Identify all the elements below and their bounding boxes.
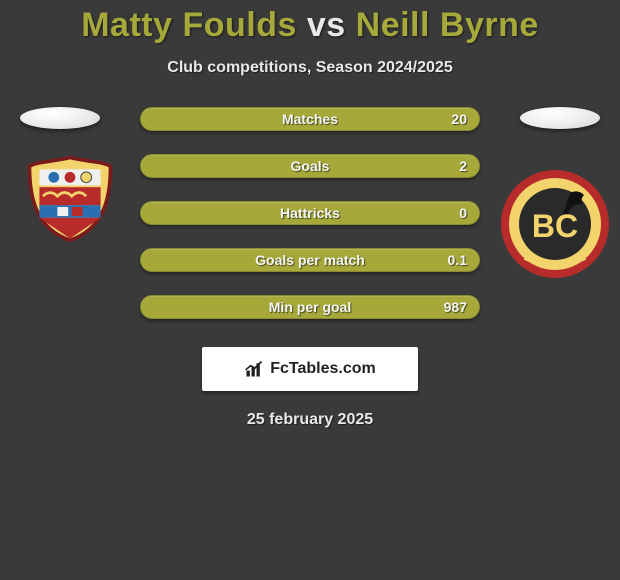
subtitle: Club competitions, Season 2024/2025 (0, 59, 620, 77)
date-text: 25 february 2025 (0, 411, 620, 429)
stat-label: Min per goal (269, 299, 351, 315)
stat-bars: Matches 20 Goals 2 Hattricks 0 Goals per… (140, 107, 480, 319)
badge-icon: BC (500, 169, 610, 279)
chart-icon (244, 359, 264, 379)
stat-label: Hattricks (280, 205, 340, 221)
stat-value: 987 (444, 299, 467, 315)
stat-value: 0.1 (448, 252, 467, 268)
shield-icon (20, 153, 120, 243)
stat-label: Goals (291, 158, 330, 174)
page-title: Matty Foulds vs Neill Byrne (0, 6, 620, 45)
stat-bar-matches: Matches 20 (140, 107, 480, 131)
brand-text: FcTables.com (270, 360, 376, 378)
club-crest-right: BC (500, 169, 610, 279)
stat-value: 0 (459, 205, 467, 221)
player1-name: Matty Foulds (81, 6, 297, 44)
photo-placeholder-right (520, 107, 600, 129)
photo-placeholder-left (20, 107, 100, 129)
stat-label: Goals per match (255, 252, 365, 268)
player2-name: Neill Byrne (356, 6, 539, 44)
stat-bar-goals-per-match: Goals per match 0.1 (140, 248, 480, 272)
stat-label: Matches (282, 111, 338, 127)
brand-box: FcTables.com (202, 347, 418, 391)
club-crest-left (20, 153, 120, 243)
stat-value: 2 (459, 158, 467, 174)
stat-bar-min-per-goal: Min per goal 987 (140, 295, 480, 319)
stat-bar-goals: Goals 2 (140, 154, 480, 178)
stat-bar-hattricks: Hattricks 0 (140, 201, 480, 225)
vs-text: vs (307, 6, 346, 44)
crest-letters: BC (532, 208, 578, 244)
content-area: BC Matches 20 Goals 2 Hattricks 0 Goals … (0, 107, 620, 429)
stat-value: 20 (451, 111, 467, 127)
